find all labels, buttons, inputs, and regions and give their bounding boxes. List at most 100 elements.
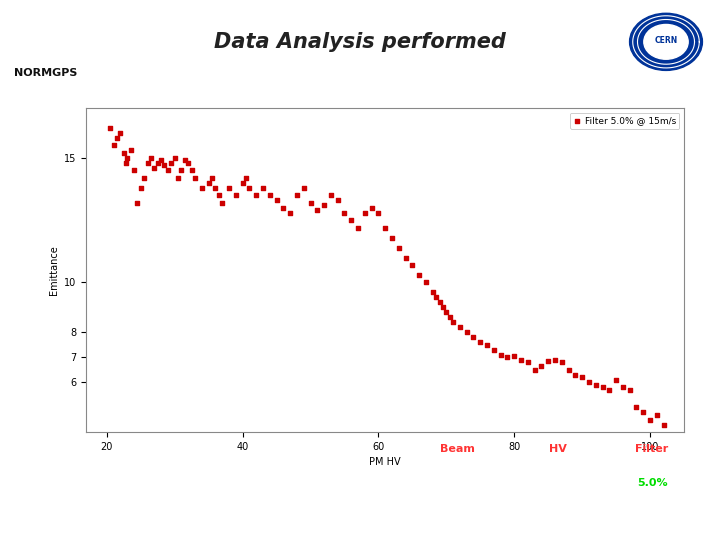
Filter 5.0% @ 15m/s: [240, 173, 252, 182]
Filter 5.0% @ 15m/s: [444, 313, 456, 322]
Filter 5.0% @ 15m/s: [563, 366, 575, 374]
Filter 5.0% @ 15m/s: [298, 184, 310, 192]
Filter 5.0% @ 15m/s: [597, 383, 608, 391]
Filter 5.0% @ 15m/s: [617, 383, 629, 391]
Filter 5.0% @ 15m/s: [128, 166, 140, 174]
Text: Beam: Beam: [440, 444, 474, 454]
Filter 5.0% @ 15m/s: [522, 358, 534, 367]
Filter 5.0% @ 15m/s: [447, 318, 459, 327]
Filter 5.0% @ 15m/s: [577, 373, 588, 381]
Filter 5.0% @ 15m/s: [182, 159, 194, 167]
Filter 5.0% @ 15m/s: [325, 191, 337, 200]
Filter 5.0% @ 15m/s: [257, 184, 269, 192]
Filter 5.0% @ 15m/s: [312, 206, 323, 214]
Filter 5.0% @ 15m/s: [495, 350, 506, 359]
Filter 5.0% @ 15m/s: [624, 386, 636, 394]
Filter 5.0% @ 15m/s: [203, 178, 215, 187]
Filter 5.0% @ 15m/s: [658, 420, 670, 429]
Filter 5.0% @ 15m/s: [590, 380, 601, 389]
Filter 5.0% @ 15m/s: [162, 166, 174, 174]
Filter 5.0% @ 15m/s: [508, 352, 520, 360]
Filter 5.0% @ 15m/s: [223, 184, 235, 192]
Filter 5.0% @ 15m/s: [366, 204, 377, 212]
Filter 5.0% @ 15m/s: [132, 198, 143, 207]
Filter 5.0% @ 15m/s: [373, 208, 384, 217]
Filter 5.0% @ 15m/s: [217, 198, 228, 207]
Filter 5.0% @ 15m/s: [420, 278, 432, 287]
Filter 5.0% @ 15m/s: [196, 184, 207, 192]
Filter 5.0% @ 15m/s: [186, 166, 197, 174]
Text: E. Piselli: E. Piselli: [276, 515, 329, 525]
Filter 5.0% @ 15m/s: [481, 340, 492, 349]
Filter 5.0% @ 15m/s: [542, 356, 554, 365]
Filter 5.0% @ 15m/s: [468, 333, 480, 342]
Filter 5.0% @ 15m/s: [118, 148, 130, 157]
Filter 5.0% @ 15m/s: [570, 370, 581, 379]
Filter 5.0% @ 15m/s: [352, 224, 364, 232]
Filter 5.0% @ 15m/s: [536, 362, 547, 370]
Filter 5.0% @ 15m/s: [393, 243, 405, 252]
Filter 5.0% @ 15m/s: [145, 153, 157, 162]
Filter 5.0% @ 15m/s: [637, 408, 649, 416]
Filter 5.0% @ 15m/s: [583, 378, 595, 387]
Filter 5.0% @ 15m/s: [437, 303, 449, 312]
Filter 5.0% @ 15m/s: [104, 124, 116, 132]
Circle shape: [629, 14, 703, 70]
Filter 5.0% @ 15m/s: [461, 328, 472, 336]
Filter 5.0% @ 15m/s: [138, 173, 150, 182]
Filter 5.0% @ 15m/s: [122, 153, 133, 162]
Text: 28/11/2017: 28/11/2017: [14, 515, 84, 525]
Filter 5.0% @ 15m/s: [291, 191, 302, 200]
Filter 5.0% @ 15m/s: [158, 161, 170, 170]
Filter 5.0% @ 15m/s: [359, 208, 371, 217]
Text: 5.0%: 5.0%: [636, 477, 667, 488]
Filter 5.0% @ 15m/s: [400, 253, 411, 262]
Filter 5.0% @ 15m/s: [108, 141, 120, 150]
Filter 5.0% @ 15m/s: [156, 156, 167, 165]
Filter 5.0% @ 15m/s: [346, 216, 357, 225]
Filter 5.0% @ 15m/s: [237, 178, 248, 187]
Text: Filter: Filter: [636, 444, 669, 454]
Filter 5.0% @ 15m/s: [189, 173, 201, 182]
Filter 5.0% @ 15m/s: [114, 129, 126, 137]
Filter 5.0% @ 15m/s: [611, 375, 622, 384]
X-axis label: PM HV: PM HV: [369, 457, 401, 467]
Text: NORMGPS: NORMGPS: [426, 477, 489, 488]
Filter 5.0% @ 15m/s: [644, 415, 656, 424]
Filter 5.0% @ 15m/s: [179, 156, 191, 165]
Filter 5.0% @ 15m/s: [152, 159, 163, 167]
Filter 5.0% @ 15m/s: [433, 298, 445, 307]
Filter 5.0% @ 15m/s: [120, 159, 132, 167]
Filter 5.0% @ 15m/s: [454, 323, 466, 332]
Text: HV: HV: [549, 444, 567, 454]
Filter 5.0% @ 15m/s: [407, 261, 418, 269]
Filter 5.0% @ 15m/s: [213, 191, 225, 200]
Filter 5.0% @ 15m/s: [210, 184, 221, 192]
Text: Data Analysis performed: Data Analysis performed: [214, 32, 506, 52]
Filter 5.0% @ 15m/s: [125, 146, 136, 154]
Filter 5.0% @ 15m/s: [251, 191, 262, 200]
Filter 5.0% @ 15m/s: [603, 386, 615, 394]
Filter 5.0% @ 15m/s: [556, 358, 567, 367]
Filter 5.0% @ 15m/s: [230, 191, 242, 200]
Filter 5.0% @ 15m/s: [474, 338, 486, 347]
Filter 5.0% @ 15m/s: [111, 133, 122, 142]
Filter 5.0% @ 15m/s: [243, 184, 255, 192]
Filter 5.0% @ 15m/s: [488, 346, 500, 354]
Filter 5.0% @ 15m/s: [264, 191, 276, 200]
Filter 5.0% @ 15m/s: [135, 184, 146, 192]
Filter 5.0% @ 15m/s: [651, 410, 662, 419]
Filter 5.0% @ 15m/s: [441, 308, 452, 316]
Filter 5.0% @ 15m/s: [431, 293, 442, 302]
Filter 5.0% @ 15m/s: [386, 233, 397, 242]
Filter 5.0% @ 15m/s: [271, 196, 282, 205]
Filter 5.0% @ 15m/s: [142, 159, 153, 167]
Text: CERN: CERN: [654, 36, 678, 45]
Filter 5.0% @ 15m/s: [172, 173, 184, 182]
Filter 5.0% @ 15m/s: [318, 201, 330, 210]
Filter 5.0% @ 15m/s: [528, 366, 540, 374]
Filter 5.0% @ 15m/s: [148, 164, 160, 172]
Legend: Filter 5.0% @ 15m/s: Filter 5.0% @ 15m/s: [570, 112, 680, 129]
Filter 5.0% @ 15m/s: [379, 224, 391, 232]
Filter 5.0% @ 15m/s: [166, 159, 177, 167]
